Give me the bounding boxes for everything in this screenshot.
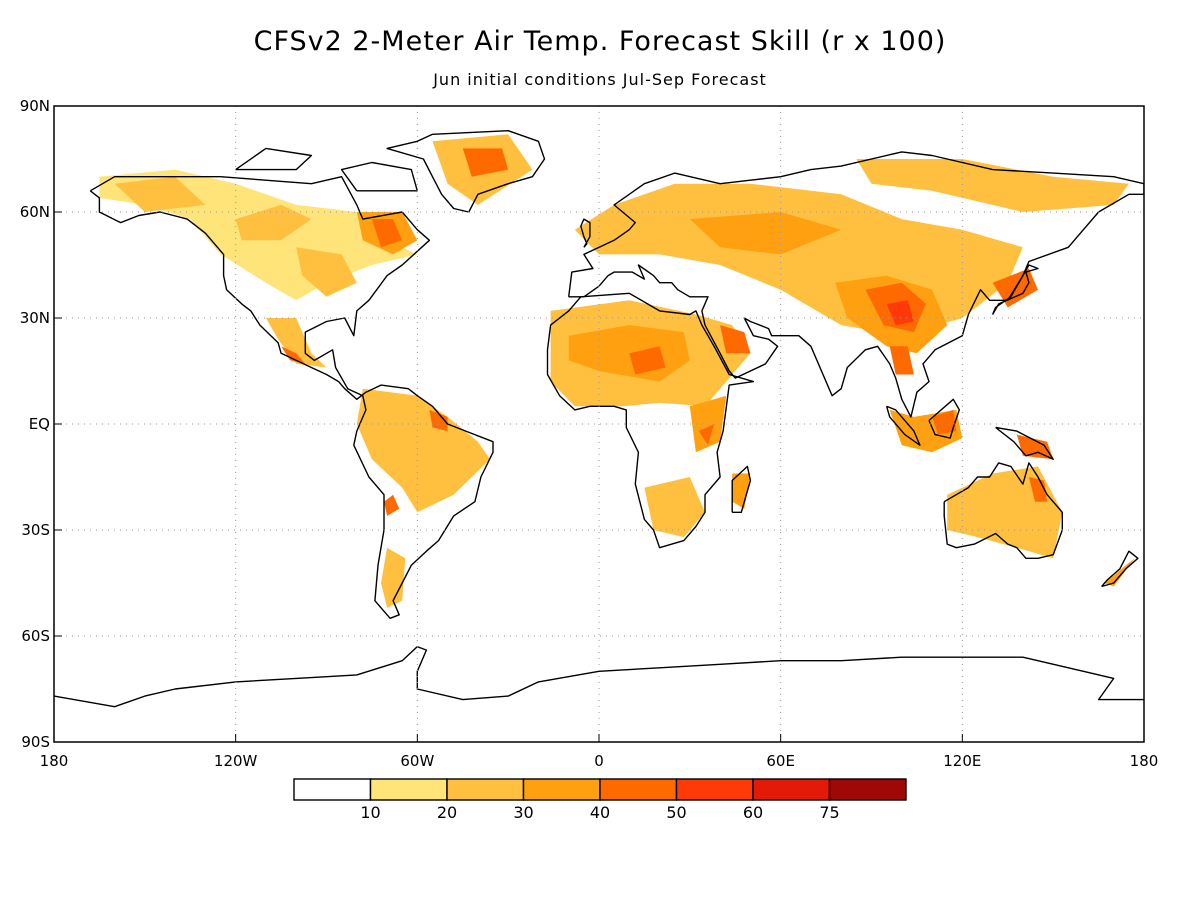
skill-region-level-3 (689, 212, 842, 255)
lon-tick-label: 180 (1130, 752, 1159, 770)
skill-region-level-4 (629, 346, 666, 375)
skill-region-level-5 (886, 300, 914, 326)
colorbar-label: 30 (513, 803, 533, 822)
skill-region-level-2 (947, 466, 1063, 559)
lat-tick-label: 30S (21, 521, 50, 539)
colorbar-swatch (446, 778, 525, 801)
skill-region-level-4 (281, 346, 306, 364)
skill-region-level-2 (381, 547, 406, 608)
lat-tick-label: 90N (20, 97, 50, 115)
skill-region-level-4 (1028, 477, 1048, 502)
colorbar-swatch (752, 778, 831, 801)
skill-region-level-2 (644, 477, 705, 538)
colorbar: 10 20 30 40 50 60 75 (293, 778, 907, 822)
coastline (546, 292, 755, 549)
coastline (580, 218, 591, 248)
skill-region-level-4 (1016, 434, 1054, 460)
colorbar-swatch (369, 778, 448, 801)
colorbar-label: 60 (743, 803, 763, 822)
skill-shading-layer (99, 134, 1135, 608)
colorbar-swatch (828, 778, 907, 801)
lat-tick-label: 30N (20, 309, 50, 327)
skill-region-level-4 (384, 494, 400, 516)
skill-region-level-4 (889, 346, 914, 375)
lon-tick-label: 120E (943, 752, 981, 770)
skill-region-level-2 (265, 318, 327, 368)
colorbar-swatch (293, 778, 372, 801)
coastline (885, 405, 921, 446)
coastline (1101, 550, 1139, 588)
lon-tick-label: 60E (766, 752, 795, 770)
coastline (235, 147, 313, 171)
gridline-layer (54, 106, 1144, 742)
coastline (568, 151, 1144, 418)
skill-region-level-2 (856, 159, 1129, 212)
skill-region-level-3 (1104, 558, 1135, 587)
chart-title: CFSv2 2-Meter Air Temp. Forecast Skill (… (253, 26, 947, 57)
lon-tick-label: 120W (214, 752, 258, 770)
skill-region-level-2 (356, 388, 490, 513)
coastline (991, 264, 1039, 315)
colorbar-swatch (599, 778, 678, 801)
colorbar-swatch (675, 778, 754, 801)
lat-tick-label: 60S (21, 627, 50, 645)
skill-region-level-4 (462, 148, 509, 177)
colorbar-label: 20 (437, 803, 457, 822)
coastline (54, 645, 1144, 708)
lat-tick-label: EQ (29, 415, 50, 433)
lat-tick-label: 90S (21, 733, 50, 751)
lat-tick-label: 60N (20, 203, 50, 221)
skill-region-level-2 (296, 247, 357, 297)
skill-region-level-4 (720, 325, 751, 354)
coastline (995, 426, 1054, 460)
chart-subtitle: Jun initial conditions Jul-Sep Forecast (433, 70, 767, 89)
lon-tick-label: 0 (594, 752, 604, 770)
coastline (340, 161, 418, 192)
colorbar-swatch (522, 778, 601, 801)
skill-region-level-4 (371, 219, 403, 248)
colorbar-label: 10 (360, 803, 380, 822)
coastline (731, 465, 752, 513)
skill-region-level-4 (932, 409, 957, 435)
skill-region-level-4 (698, 424, 715, 446)
colorbar-label: 40 (590, 803, 610, 822)
colorbar-label: 75 (819, 803, 839, 822)
coastline (928, 398, 960, 439)
skill-region-level-3 (732, 473, 751, 509)
colorbar-label: 50 (666, 803, 686, 822)
skill-region-level-2 (114, 176, 206, 212)
lon-tick-label: 180 (40, 752, 69, 770)
coastline (89, 175, 494, 619)
lon-tick-label: 60W (400, 752, 434, 770)
skill-region-level-4 (429, 409, 448, 432)
skill-region-level-2 (235, 204, 312, 241)
